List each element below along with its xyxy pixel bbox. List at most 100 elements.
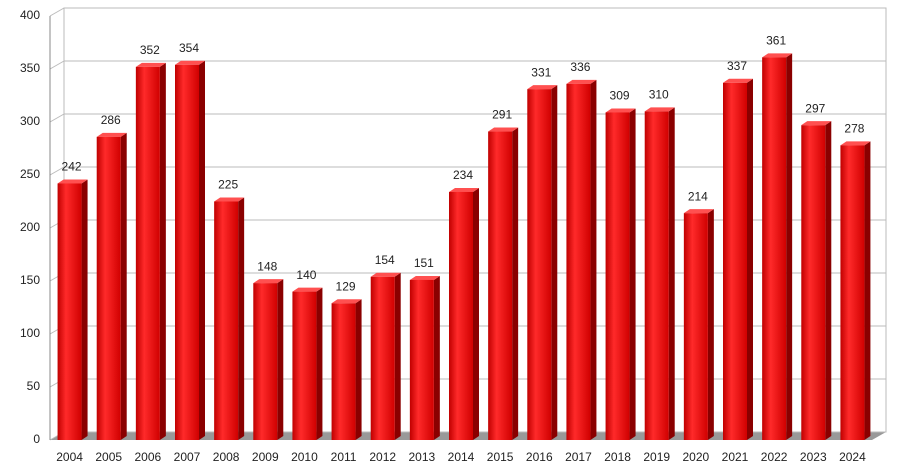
bar-top <box>292 287 323 292</box>
bar-top <box>214 197 245 202</box>
bar-side <box>864 141 871 440</box>
y-tick-label: 250 <box>20 167 40 181</box>
bar <box>644 111 669 441</box>
bar-side <box>825 121 832 441</box>
bar-top <box>605 108 636 113</box>
y-tick-label: 350 <box>20 61 40 75</box>
value-label: 297 <box>805 101 825 115</box>
bar <box>253 283 278 440</box>
value-label: 214 <box>688 189 708 203</box>
bar-top <box>762 53 793 58</box>
bar-side <box>355 299 362 440</box>
bar-top <box>57 179 88 184</box>
bar <box>331 303 356 440</box>
y-tick-label: 400 <box>20 8 40 22</box>
bar <box>605 112 630 441</box>
x-tick-label: 2020 <box>683 450 710 464</box>
x-tick-label: 2005 <box>95 450 122 464</box>
bar <box>214 201 239 440</box>
bar-side <box>590 79 597 440</box>
bar-side <box>316 287 323 440</box>
x-tick-label: 2007 <box>174 450 201 464</box>
bar <box>566 83 591 440</box>
bar-top <box>566 79 597 84</box>
value-label: 354 <box>179 41 199 55</box>
value-label: 234 <box>453 168 473 182</box>
x-tick-label: 2014 <box>448 450 475 464</box>
value-label: 286 <box>101 113 121 127</box>
bar-side <box>81 179 88 441</box>
bar-side <box>629 108 636 441</box>
x-tick-label: 2021 <box>722 450 749 464</box>
bar-side <box>551 85 558 440</box>
bar <box>370 276 395 440</box>
y-tick-label: 100 <box>20 326 40 340</box>
x-tick-label: 2004 <box>56 450 83 464</box>
value-label: 331 <box>531 65 551 79</box>
bar-top <box>723 78 753 83</box>
bar <box>801 125 826 441</box>
bar <box>135 66 160 440</box>
bar-top <box>488 127 519 132</box>
value-label: 336 <box>570 60 590 74</box>
bar <box>683 213 708 440</box>
bar-top <box>527 85 558 90</box>
bar <box>449 191 473 440</box>
x-tick-label: 2017 <box>565 450 592 464</box>
value-label: 361 <box>766 34 786 48</box>
bar-side <box>159 62 166 440</box>
x-tick-label: 2019 <box>643 450 670 464</box>
bar-top <box>644 107 675 112</box>
x-tick-label: 2011 <box>331 450 357 464</box>
value-label: 337 <box>727 59 747 73</box>
bar-top <box>175 60 205 65</box>
y-tick-label: 150 <box>20 273 40 287</box>
x-tick-label: 2013 <box>409 450 436 464</box>
bar-top <box>331 299 362 304</box>
value-label: 291 <box>492 108 512 122</box>
bar-side <box>707 209 714 440</box>
y-tick-label: 50 <box>27 379 41 393</box>
bar-side <box>668 107 675 441</box>
value-label: 148 <box>257 259 277 273</box>
bar-top <box>683 209 714 214</box>
value-label: 309 <box>610 89 630 103</box>
bar-top <box>135 62 166 67</box>
x-tick-label: 2024 <box>839 450 866 464</box>
x-tick-label: 2010 <box>291 450 318 464</box>
value-label: 278 <box>844 121 864 135</box>
bar-side <box>786 53 793 441</box>
grid-line <box>49 113 65 123</box>
bar <box>292 291 317 440</box>
bar-side <box>120 132 127 440</box>
bar-top <box>801 121 832 126</box>
bar <box>723 82 747 440</box>
bar <box>488 131 513 441</box>
value-label: 225 <box>218 178 238 192</box>
x-tick-label: 2018 <box>604 450 631 464</box>
value-label: 310 <box>649 88 669 102</box>
bar <box>175 64 199 440</box>
bar-top <box>840 141 871 146</box>
value-label: 140 <box>296 268 316 282</box>
x-tick-label: 2022 <box>761 450 788 464</box>
bar-top <box>449 187 479 192</box>
y-tick-label: 0 <box>33 432 40 446</box>
bar-side <box>473 187 479 440</box>
bar <box>96 136 121 440</box>
bar <box>840 145 865 440</box>
bar <box>57 183 82 441</box>
y-tick-label: 300 <box>20 114 40 128</box>
bar-side <box>394 272 401 440</box>
value-label: 242 <box>62 160 82 174</box>
bar-side <box>512 127 519 440</box>
bar-top <box>96 132 127 137</box>
grid-line <box>49 60 65 70</box>
bar-top <box>409 275 440 280</box>
x-tick-label: 2012 <box>369 450 396 464</box>
x-tick-label: 2006 <box>135 450 162 464</box>
value-label: 352 <box>140 43 160 57</box>
x-tick-label: 2008 <box>213 450 240 464</box>
x-tick-label: 2023 <box>800 450 827 464</box>
